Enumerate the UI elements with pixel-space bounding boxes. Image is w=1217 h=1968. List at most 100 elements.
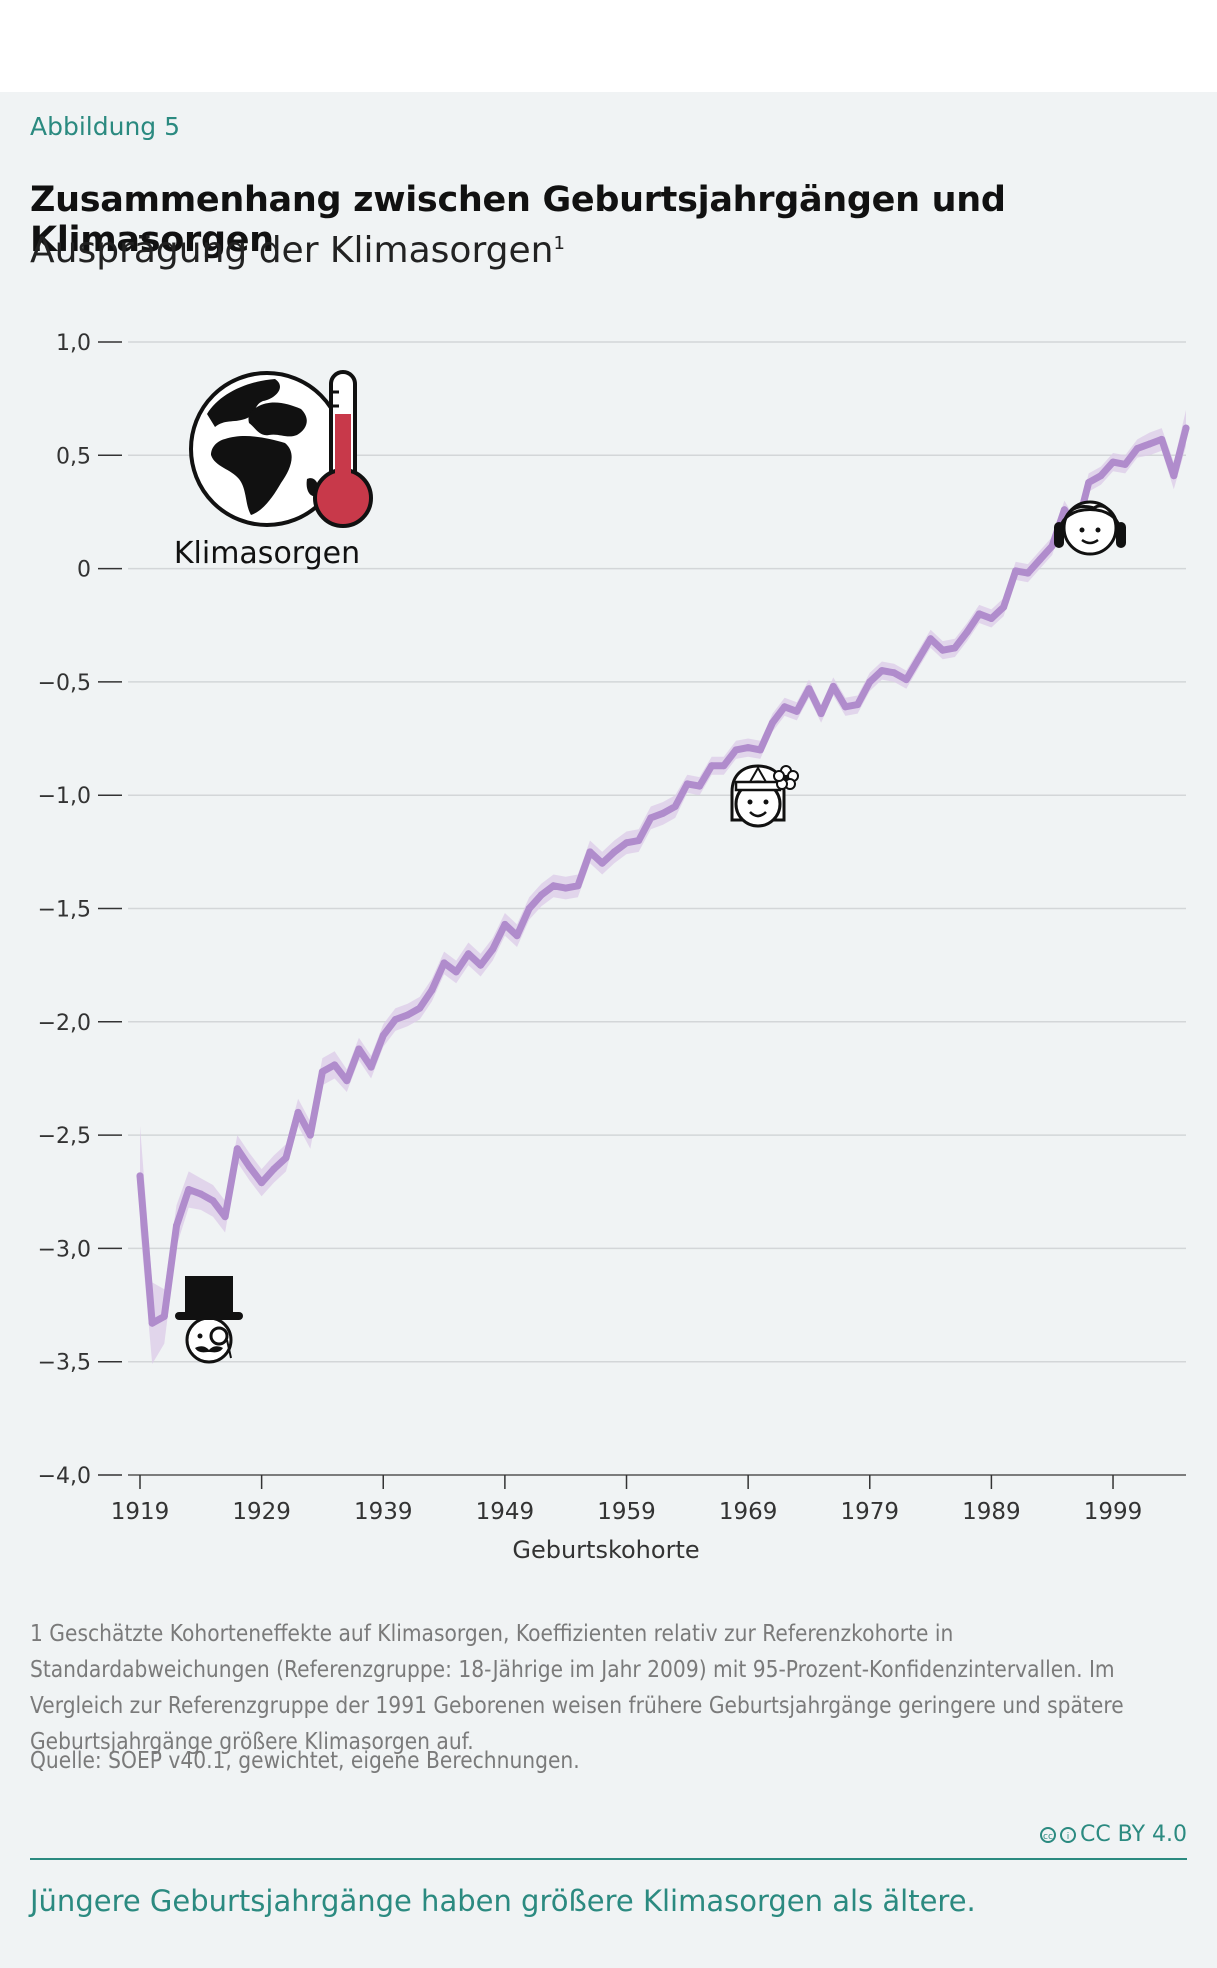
globe-icon <box>189 371 345 527</box>
data-point <box>1170 472 1178 480</box>
icon-label: Klimasorgen <box>174 536 360 571</box>
hippie-face-icon <box>730 764 799 828</box>
data-point <box>854 701 862 709</box>
data-point <box>987 615 995 622</box>
data-point <box>1036 556 1044 563</box>
data-point <box>197 1190 205 1198</box>
data-point <box>647 814 655 822</box>
data-point <box>1024 569 1032 577</box>
data-point <box>744 744 752 752</box>
data-point <box>769 719 776 727</box>
top-hat-gentleman-icon <box>175 1276 243 1364</box>
data-point <box>963 628 971 636</box>
data-point <box>805 685 813 693</box>
data-point <box>878 667 886 675</box>
data-point <box>489 945 497 953</box>
x-tick-label: 1939 <box>354 1499 413 1525</box>
subtitle-footnote-marker: 1 <box>553 233 565 254</box>
data-point <box>1182 424 1190 432</box>
data-point <box>939 646 947 654</box>
data-point <box>598 859 606 867</box>
license-badge[interactable]: cc i CC BY 4.0 <box>1039 1822 1187 1847</box>
data-points <box>136 424 1190 1327</box>
x-axis: 1919 1929 1939 1949 1959 1969 1979 1989 1999 <box>111 1474 1186 1525</box>
data-point <box>1000 603 1008 611</box>
x-tick-label: 1979 <box>840 1499 899 1525</box>
data-point <box>537 891 545 899</box>
data-point <box>452 968 460 976</box>
data-point <box>1097 472 1105 480</box>
data-point <box>404 1011 412 1019</box>
data-point <box>501 920 509 928</box>
data-point <box>1048 542 1056 550</box>
data-point <box>1012 567 1020 575</box>
line-chart: 1,00,50−0,5−1,0−1,5−2,0−2,5−3,0−3,5−4,0 … <box>38 331 1190 1564</box>
data-point <box>927 635 935 643</box>
takeaway-text: Jüngere Geburtsjahrgänge haben größere K… <box>30 1884 976 1918</box>
data-point <box>379 1031 387 1039</box>
chart-subtitle: Ausprägung der Klimasorgen1 <box>30 230 565 271</box>
source-note: Quelle: SOEP v40.1, gewichtet, eigene Be… <box>30 1748 580 1774</box>
cc-icon: cc <box>1039 1826 1056 1843</box>
figure-label: Abbildung 5 <box>30 112 181 141</box>
data-point <box>464 950 472 958</box>
data-point <box>683 780 691 788</box>
y-tick-label: −3,0 <box>38 1237 91 1262</box>
data-point <box>793 707 801 715</box>
by-icon: i <box>1059 1826 1076 1843</box>
data-point <box>817 710 825 718</box>
data-point <box>1085 479 1093 486</box>
data-point <box>708 762 716 770</box>
data-point <box>1121 460 1129 468</box>
headphones-face-icon <box>1054 500 1126 556</box>
data-point <box>659 809 667 817</box>
x-tick-label: 1999 <box>1084 1499 1143 1525</box>
data-point <box>416 1004 424 1012</box>
x-tick-label: 1959 <box>597 1499 656 1525</box>
data-point <box>1146 440 1153 448</box>
data-point <box>477 961 485 969</box>
y-tick-label: 0,5 <box>56 444 91 469</box>
x-tick-label: 1919 <box>111 1499 170 1525</box>
data-point <box>136 1172 144 1180</box>
y-tick-label: −0,5 <box>38 671 91 696</box>
y-tick-label: −1,0 <box>38 784 91 809</box>
x-tick-label: 1989 <box>962 1499 1021 1525</box>
data-point <box>525 905 533 912</box>
data-point <box>185 1186 193 1193</box>
divider <box>30 1858 1187 1860</box>
data-point <box>209 1197 217 1205</box>
y-tick-label: −2,0 <box>38 1011 91 1036</box>
data-point <box>586 848 594 856</box>
data-point <box>513 932 521 940</box>
data-point <box>1060 506 1068 514</box>
data-point <box>574 882 582 890</box>
y-tick-label: −3,5 <box>38 1351 91 1376</box>
y-tick-label: −4,0 <box>38 1464 91 1489</box>
data-point <box>671 803 679 810</box>
thermometer-icon <box>313 370 373 528</box>
data-point <box>866 678 874 686</box>
data-point <box>1109 458 1117 466</box>
data-point <box>331 1061 339 1069</box>
footnote: 1 Geschätzte Kohorteneffekte auf Klimaso… <box>30 1621 1124 1755</box>
data-point <box>951 644 959 652</box>
data-point <box>623 839 630 847</box>
data-point <box>562 884 570 892</box>
data-point <box>440 959 448 967</box>
data-point <box>975 610 983 618</box>
data-point <box>550 882 557 890</box>
data-point <box>367 1063 375 1071</box>
x-tick-label: 1969 <box>719 1499 778 1525</box>
data-point <box>282 1154 290 1162</box>
data-point <box>781 703 789 711</box>
y-tick-label: −2,5 <box>38 1124 91 1149</box>
data-point <box>428 986 436 994</box>
subtitle-text: Ausprägung der Klimasorgen <box>30 230 554 271</box>
data-point <box>355 1045 363 1053</box>
data-point <box>270 1165 278 1173</box>
data-point <box>221 1213 229 1221</box>
x-tick-label: 1929 <box>232 1499 291 1525</box>
x-tick-label: 1949 <box>476 1499 535 1525</box>
data-point <box>756 746 764 754</box>
